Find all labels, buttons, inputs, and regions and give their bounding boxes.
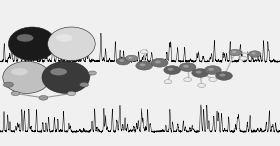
Circle shape [164,80,172,84]
Circle shape [167,68,174,71]
Circle shape [220,74,225,77]
Circle shape [199,84,202,86]
Circle shape [166,81,169,82]
Circle shape [140,50,148,54]
Circle shape [240,56,248,60]
Circle shape [136,61,153,70]
Circle shape [195,71,202,74]
Circle shape [67,91,76,96]
Circle shape [151,58,168,67]
Circle shape [208,68,214,71]
Ellipse shape [11,68,28,75]
Circle shape [232,51,236,53]
Circle shape [179,63,196,72]
Ellipse shape [8,27,56,61]
Circle shape [80,82,88,87]
Circle shape [198,83,206,87]
Circle shape [192,69,209,77]
Circle shape [155,60,161,64]
Ellipse shape [56,34,73,42]
Circle shape [116,58,130,65]
Circle shape [128,57,132,59]
Circle shape [3,82,13,87]
Circle shape [185,78,188,80]
Ellipse shape [42,61,90,93]
Circle shape [241,57,244,59]
Circle shape [119,59,124,62]
Circle shape [229,49,241,56]
Circle shape [204,66,221,74]
Circle shape [184,78,192,82]
Circle shape [11,91,20,96]
Circle shape [251,52,256,54]
Circle shape [209,78,217,82]
Circle shape [211,78,213,80]
Ellipse shape [50,68,67,75]
Ellipse shape [17,34,33,42]
Circle shape [140,63,146,66]
Circle shape [249,51,261,57]
Circle shape [216,72,232,80]
Circle shape [125,55,138,62]
Circle shape [183,65,189,68]
Circle shape [88,71,96,75]
Circle shape [164,66,181,74]
Ellipse shape [48,27,95,61]
Circle shape [142,51,145,52]
Ellipse shape [3,61,50,93]
Circle shape [39,95,48,100]
